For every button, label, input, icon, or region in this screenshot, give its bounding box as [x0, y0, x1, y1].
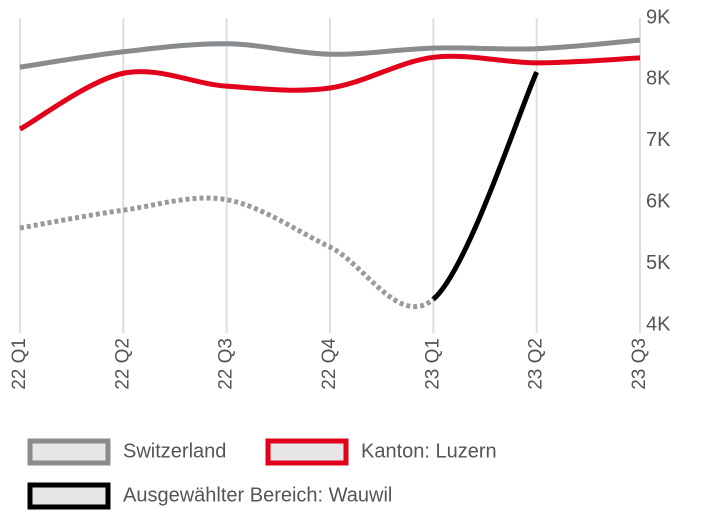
legend-label: Switzerland [123, 440, 226, 462]
series-line [431, 70, 539, 302]
x-tick-label: 23 Q1 [422, 338, 443, 390]
x-tick-label: 22 Q2 [112, 338, 133, 390]
x-tick-label: 23 Q3 [629, 338, 650, 390]
x-tick-label: 22 Q1 [9, 338, 30, 390]
series-line [19, 195, 435, 310]
y-tick-label: 7K [646, 129, 671, 151]
legend-swatch [27, 438, 111, 466]
y-tick-label: 9K [646, 6, 671, 28]
legend-label: Ausgewählter Bereich: Wauwil [123, 484, 392, 506]
x-tick-label: 22 Q4 [319, 338, 340, 390]
x-tick-label: 23 Q2 [526, 338, 547, 390]
legend-label: Kanton: Luzern [361, 440, 497, 462]
y-tick-label: 8K [646, 68, 671, 90]
x-tick-label: 22 Q3 [216, 338, 237, 390]
y-tick-label: 6K [646, 190, 671, 212]
legend-swatch [27, 482, 111, 510]
legend-swatch [265, 438, 349, 466]
y-tick-label: 5K [646, 252, 671, 274]
series-line [18, 53, 641, 132]
y-tick-label: 4K [646, 313, 671, 335]
series-line [19, 37, 641, 70]
